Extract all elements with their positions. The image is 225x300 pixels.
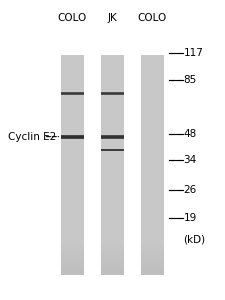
Bar xyxy=(101,92,124,95)
Bar xyxy=(101,244,124,246)
Bar xyxy=(61,136,84,137)
Bar xyxy=(61,254,84,255)
Bar xyxy=(101,264,124,266)
Bar xyxy=(61,266,84,268)
Bar xyxy=(101,135,124,139)
Bar xyxy=(141,271,164,273)
Bar xyxy=(141,266,164,268)
Text: 34: 34 xyxy=(184,155,197,165)
Bar xyxy=(141,262,164,264)
Bar xyxy=(141,254,164,255)
Bar xyxy=(61,248,84,250)
Bar xyxy=(101,250,124,252)
Text: 19: 19 xyxy=(184,213,197,224)
Bar xyxy=(61,261,84,262)
Bar xyxy=(101,148,124,152)
Bar xyxy=(101,243,124,244)
Bar xyxy=(61,244,84,246)
Bar xyxy=(61,55,84,275)
Bar xyxy=(101,149,124,151)
Bar xyxy=(141,243,164,244)
Bar xyxy=(61,239,84,241)
Bar xyxy=(141,264,164,266)
Text: COLO: COLO xyxy=(138,13,167,23)
Bar xyxy=(101,259,124,261)
Bar xyxy=(61,268,84,269)
Text: 48: 48 xyxy=(184,129,197,139)
Bar xyxy=(61,255,84,257)
Bar xyxy=(61,257,84,259)
Bar xyxy=(61,246,84,248)
Bar xyxy=(101,273,124,275)
Bar xyxy=(141,255,164,257)
Bar xyxy=(101,262,124,264)
Text: (kD): (kD) xyxy=(184,234,206,244)
Bar xyxy=(141,244,164,246)
Bar xyxy=(101,239,124,241)
Bar xyxy=(61,271,84,273)
Bar xyxy=(61,259,84,261)
Bar xyxy=(61,264,84,266)
Bar xyxy=(61,241,84,243)
Bar xyxy=(101,252,124,254)
Bar xyxy=(61,250,84,252)
Bar xyxy=(141,250,164,252)
Bar xyxy=(61,135,84,139)
Bar xyxy=(141,241,164,243)
Bar xyxy=(101,241,124,243)
Bar xyxy=(61,269,84,271)
Text: 26: 26 xyxy=(184,185,197,195)
Bar xyxy=(141,257,164,259)
Bar xyxy=(141,246,164,248)
Bar xyxy=(61,262,84,264)
Bar xyxy=(101,257,124,259)
Bar xyxy=(101,261,124,262)
Bar xyxy=(141,261,164,262)
Bar xyxy=(101,255,124,257)
Bar xyxy=(61,93,84,94)
Text: COLO: COLO xyxy=(58,13,87,23)
Bar xyxy=(141,273,164,275)
Bar xyxy=(141,239,164,241)
Bar xyxy=(141,55,164,275)
Bar xyxy=(101,93,124,94)
Bar xyxy=(61,243,84,244)
Text: Cyclin E2: Cyclin E2 xyxy=(8,132,56,142)
Bar xyxy=(101,136,124,137)
Bar xyxy=(61,273,84,275)
Bar xyxy=(101,266,124,268)
Bar xyxy=(61,252,84,254)
Bar xyxy=(101,246,124,248)
Text: JK: JK xyxy=(108,13,117,23)
Bar xyxy=(141,268,164,269)
Bar xyxy=(141,252,164,254)
Bar xyxy=(101,269,124,271)
Bar xyxy=(101,248,124,250)
Bar xyxy=(101,254,124,255)
Bar xyxy=(61,92,84,95)
Bar xyxy=(101,271,124,273)
Bar xyxy=(141,248,164,250)
Text: 117: 117 xyxy=(184,48,203,59)
Bar xyxy=(141,269,164,271)
Bar xyxy=(141,259,164,261)
Bar xyxy=(101,268,124,269)
Text: 85: 85 xyxy=(184,75,197,85)
Bar xyxy=(101,55,124,275)
